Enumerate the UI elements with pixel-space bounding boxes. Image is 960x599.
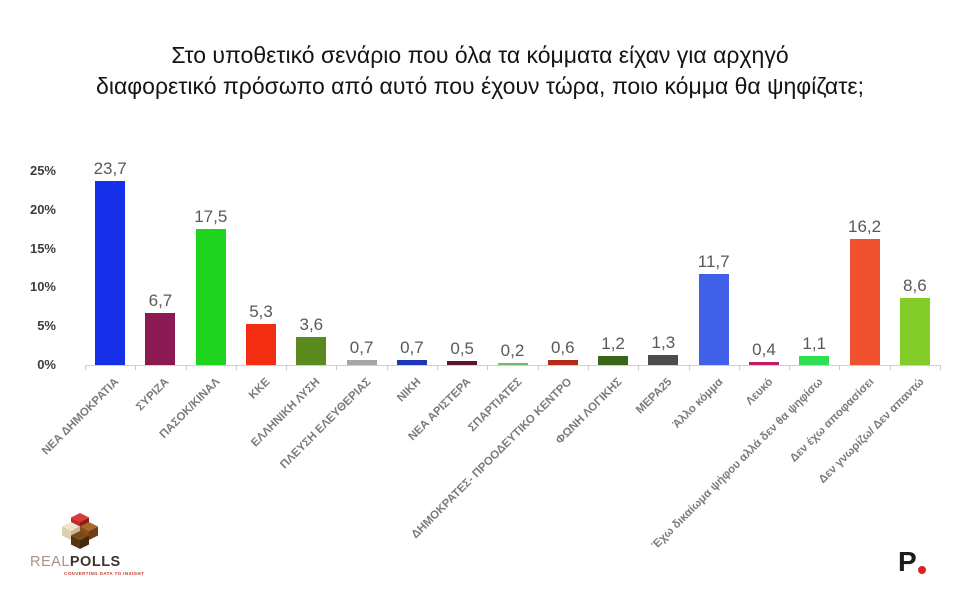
bar-value-label: 0,4 xyxy=(752,339,776,359)
bar xyxy=(296,337,327,365)
y-axis-label: 20% xyxy=(29,201,56,217)
bar-value-label: 0,5 xyxy=(450,339,475,359)
bar xyxy=(748,361,779,365)
publisher-letter: P xyxy=(898,546,917,577)
x-axis-line xyxy=(85,365,941,366)
bar xyxy=(246,323,277,365)
bar xyxy=(799,356,830,365)
bar-value-label: 1,1 xyxy=(802,334,827,354)
bar xyxy=(899,298,930,365)
y-axis-label: 5% xyxy=(37,318,56,334)
bar xyxy=(547,360,578,365)
bar xyxy=(497,363,528,365)
bar xyxy=(95,181,126,365)
axis-tick xyxy=(437,366,439,370)
axis-tick xyxy=(940,366,941,370)
axis-tick xyxy=(587,366,589,370)
bar-value-label: 1,3 xyxy=(651,332,676,352)
axis-tick xyxy=(638,366,640,370)
bar-value-label: 23,7 xyxy=(93,159,127,179)
axis-tick xyxy=(85,366,86,370)
realpolls-word-real: REAL xyxy=(30,554,70,570)
bar-value-label: 1,2 xyxy=(601,333,625,353)
chart-title-line2: διαφορετικό πρόσωπο από αυτό που έχουν τ… xyxy=(96,73,864,99)
axis-tick xyxy=(889,366,891,370)
axis-tick xyxy=(185,366,187,370)
bar xyxy=(648,354,679,365)
axis-tick xyxy=(487,366,489,370)
chart-title-line1: Στο υποθετικό σενάριο που όλα τα κόμματα… xyxy=(171,42,789,68)
bar xyxy=(145,313,176,365)
bar-value-label: 0,7 xyxy=(349,337,374,357)
realpolls-wordmark: REALPOLLS xyxy=(30,554,170,570)
bar-value-label: 0,7 xyxy=(400,337,424,357)
axis-tick xyxy=(537,366,539,370)
publisher-logo: P xyxy=(898,548,926,576)
axis-tick xyxy=(286,366,288,370)
realpolls-logo: REALPOLLS CONVERTING DATA TO INSIGHT xyxy=(30,512,170,576)
y-axis-label: 25% xyxy=(29,163,56,178)
axis-tick xyxy=(135,366,137,370)
bar xyxy=(598,355,629,365)
y-axis-label: 10% xyxy=(29,279,56,295)
bar xyxy=(346,359,377,365)
bar xyxy=(698,274,729,365)
axis-tick xyxy=(235,366,237,370)
axis-tick xyxy=(386,366,388,370)
bar-value-label: 17,5 xyxy=(194,207,228,227)
y-axis-label: 15% xyxy=(29,240,56,256)
bar-value-label: 3,6 xyxy=(299,315,324,335)
chart-title: Στο υποθετικό σενάριο που όλα τα κόμματα… xyxy=(0,40,960,102)
bar-value-label: 0,6 xyxy=(550,338,575,358)
axis-tick xyxy=(738,366,740,370)
bar-value-label: 6,7 xyxy=(148,291,173,310)
bar-value-label: 16,2 xyxy=(848,217,882,237)
realpolls-cubes-icon xyxy=(62,513,98,549)
realpolls-word-polls: POLLS xyxy=(69,554,121,570)
bar-value-label: 11,7 xyxy=(697,252,730,272)
bar xyxy=(396,359,427,365)
bar xyxy=(195,229,226,365)
y-axis-label: 0% xyxy=(37,357,56,372)
bar-value-label: 8,6 xyxy=(903,276,927,296)
bar-value-label: 5,3 xyxy=(249,301,273,321)
bar xyxy=(849,239,880,365)
axis-tick xyxy=(839,366,841,370)
realpolls-tagline: CONVERTING DATA TO INSIGHT xyxy=(64,571,145,576)
red-dot-icon xyxy=(917,566,926,574)
axis-tick xyxy=(688,366,690,370)
axis-tick xyxy=(789,366,791,370)
bar-value-label: 0,2 xyxy=(500,341,525,360)
bar xyxy=(447,361,478,365)
axis-tick xyxy=(336,366,338,370)
